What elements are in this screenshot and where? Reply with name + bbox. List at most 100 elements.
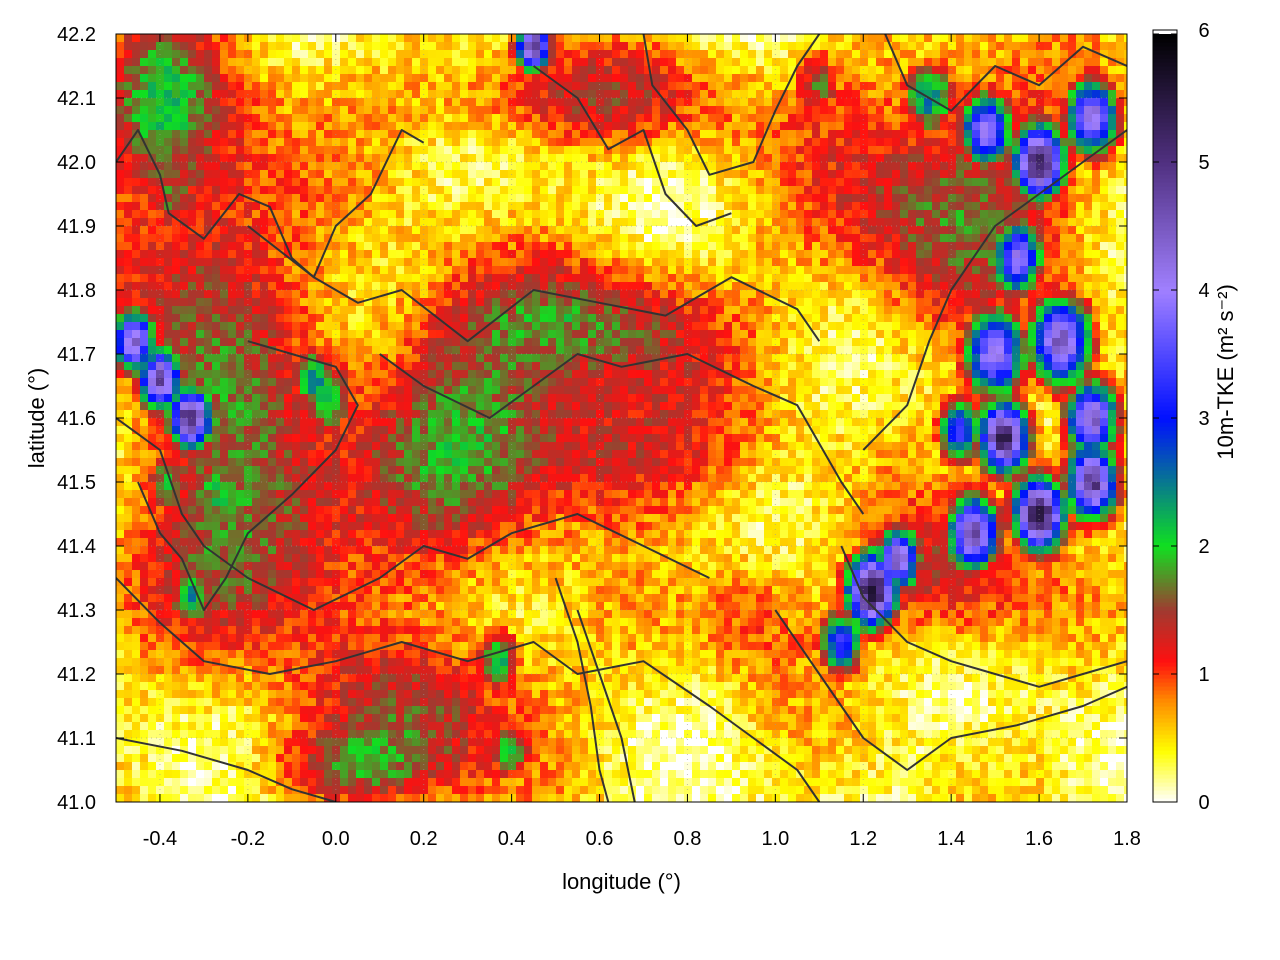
heatmap-cell: [468, 290, 477, 299]
heatmap-cell: [252, 234, 261, 243]
heatmap-cell: [212, 74, 221, 83]
heatmap-cell: [148, 130, 157, 139]
heatmap-cell: [1108, 210, 1117, 219]
heatmap-cell: [228, 250, 237, 259]
heatmap-cell: [836, 314, 845, 323]
heatmap-cell: [620, 210, 629, 219]
heatmap-cell: [828, 250, 837, 259]
heatmap-cell: [628, 82, 637, 91]
heatmap-cell: [844, 130, 853, 139]
heatmap-cell: [508, 330, 517, 339]
heatmap-cell: [220, 154, 229, 163]
heatmap-cell: [268, 130, 277, 139]
heatmap-cell: [524, 122, 533, 131]
heatmap-cell: [228, 218, 237, 227]
heatmap-cell: [116, 98, 125, 107]
heatmap-cell: [852, 242, 861, 251]
heatmap-cell: [804, 162, 813, 171]
heatmap-cell: [452, 266, 461, 275]
heatmap-cell: [732, 186, 741, 195]
heatmap-cell: [636, 154, 645, 163]
heatmap-cell: [196, 154, 205, 163]
heatmap-cell: [212, 202, 221, 211]
heatmap-cell: [1012, 202, 1021, 211]
heatmap-cell: [556, 298, 565, 307]
heatmap-cell: [332, 298, 341, 307]
heatmap-cell: [404, 34, 413, 43]
heatmap-cell: [180, 322, 189, 331]
heatmap-cell: [972, 274, 981, 283]
heatmap-cell: [276, 98, 285, 107]
heatmap-cell: [348, 258, 357, 267]
heatmap-cell: [508, 90, 517, 99]
heatmap-cell: [396, 250, 405, 259]
heatmap-cell: [1004, 138, 1013, 147]
heatmap-cell: [908, 98, 917, 107]
heatmap-cell: [812, 162, 821, 171]
heatmap-cell: [324, 58, 333, 67]
heatmap-cell: [732, 234, 741, 243]
heatmap-cell: [668, 250, 677, 259]
heatmap-cell: [420, 66, 429, 75]
heatmap-cell: [836, 250, 845, 259]
heatmap-cell: [844, 106, 853, 115]
heatmap-cell: [884, 322, 893, 331]
heatmap-cell: [564, 250, 573, 259]
heatmap-cell: [812, 218, 821, 227]
heatmap-cell: [548, 218, 557, 227]
heatmap-cell: [1060, 194, 1069, 203]
heatmap-cell: [780, 42, 789, 51]
heatmap-cell: [756, 266, 765, 275]
heatmap-cell: [124, 274, 133, 283]
heatmap-cell: [708, 42, 717, 51]
heatmap-cell: [820, 282, 829, 291]
heatmap-cell: [428, 338, 437, 347]
heatmap-cell: [556, 42, 565, 51]
heatmap-cell: [500, 162, 509, 171]
heatmap-cell: [244, 346, 253, 355]
heatmap-cell: [772, 258, 781, 267]
heatmap-cell: [532, 258, 541, 267]
heatmap-cell: [420, 266, 429, 275]
heatmap-cell: [292, 194, 301, 203]
heatmap-cell: [172, 122, 181, 131]
heatmap-cell: [564, 202, 573, 211]
heatmap-cell: [772, 122, 781, 131]
heatmap-cell: [172, 146, 181, 155]
heatmap-cell: [444, 146, 453, 155]
heatmap-cell: [204, 346, 213, 355]
heatmap-cell: [852, 170, 861, 179]
heatmap-cell: [476, 202, 485, 211]
heatmap-cell: [356, 34, 365, 43]
heatmap-cell: [644, 298, 653, 307]
heatmap-cell: [204, 282, 213, 291]
heatmap-cell: [172, 266, 181, 275]
heatmap-cell: [524, 242, 533, 251]
heatmap-cell: [652, 250, 661, 259]
heatmap-cell: [356, 178, 365, 187]
heatmap-cell: [524, 178, 533, 187]
heatmap-cell: [1028, 202, 1037, 211]
heatmap-cell: [1012, 266, 1021, 275]
heatmap-cell: [724, 162, 733, 171]
heatmap-cell: [380, 34, 389, 43]
heatmap-cell: [364, 154, 373, 163]
heatmap-cell: [596, 202, 605, 211]
heatmap-cell: [492, 90, 501, 99]
heatmap-cell: [948, 202, 957, 211]
heatmap-cell: [596, 306, 605, 315]
heatmap-cell: [828, 114, 837, 123]
heatmap-cell: [1116, 298, 1125, 307]
heatmap-cell: [364, 114, 373, 123]
heatmap-cell: [164, 330, 173, 339]
heatmap-cell: [1068, 314, 1077, 323]
heatmap-cell: [212, 170, 221, 179]
heatmap-cell: [428, 218, 437, 227]
heatmap-cell: [220, 122, 229, 131]
heatmap-cell: [300, 298, 309, 307]
heatmap-cell: [268, 170, 277, 179]
heatmap-cell: [556, 58, 565, 67]
heatmap-cell: [212, 186, 221, 195]
heatmap-cell: [836, 66, 845, 75]
heatmap-cell: [852, 330, 861, 339]
